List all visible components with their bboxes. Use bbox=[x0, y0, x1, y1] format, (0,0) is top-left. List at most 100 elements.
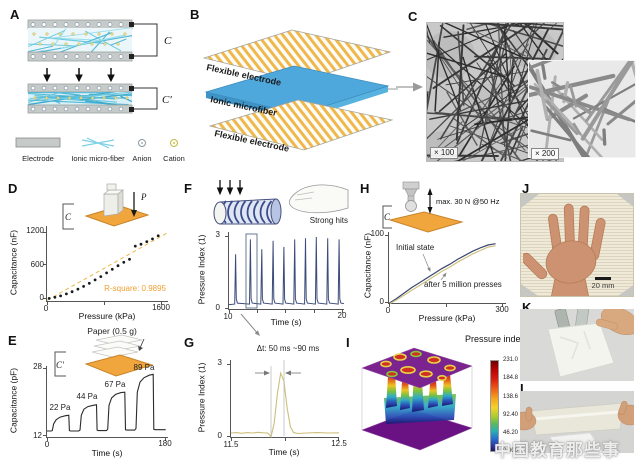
fabric-pouch bbox=[547, 322, 615, 378]
hitting-inset: Strong hits bbox=[213, 180, 349, 225]
pressure-map-3d bbox=[361, 347, 473, 451]
colorbar-title: Pressure index bbox=[464, 334, 526, 344]
plot-g bbox=[227, 360, 339, 441]
max-force-label: max. 30 N @50 Hz bbox=[436, 197, 500, 206]
sensor-schematic-diagram: C C' bbox=[15, 19, 185, 163]
panel-label-k: K bbox=[522, 300, 532, 315]
yaxis-label-f: Pressure Index (1) bbox=[196, 234, 207, 305]
ytick: 600 bbox=[30, 260, 44, 269]
panel-label-g: G bbox=[184, 335, 195, 350]
pressure-symbol: P bbox=[140, 192, 147, 202]
arrow-right-icon bbox=[264, 370, 270, 376]
inset-capacitance-symbol: C bbox=[384, 212, 391, 222]
ytick: 3 bbox=[217, 358, 222, 367]
watermark-text: 中国教育那些事 bbox=[494, 441, 620, 460]
panel-label-j: J bbox=[522, 181, 530, 196]
cation-dots bbox=[32, 32, 127, 36]
updown-arrow-icon bbox=[427, 188, 433, 214]
plot-h bbox=[385, 232, 506, 307]
series-label-initial: Initial state bbox=[396, 243, 435, 252]
pointer-arrow-icon bbox=[396, 82, 423, 92]
film-highlight bbox=[533, 410, 619, 421]
chart-h-durability bbox=[389, 243, 496, 304]
panel-label-i: I bbox=[346, 335, 350, 350]
folded-sensor-photo bbox=[520, 309, 634, 381]
fiber-band-pressed bbox=[28, 92, 132, 105]
xtick: 0 bbox=[44, 440, 50, 449]
capacitance-symbol: C bbox=[164, 35, 172, 47]
stretched-film-illustration bbox=[520, 400, 634, 453]
legend-anion-label: Anion bbox=[132, 154, 151, 163]
ytick: 28 bbox=[33, 362, 42, 371]
colorbar-tick: 46.20 bbox=[503, 430, 519, 436]
panel-label-f: F bbox=[184, 181, 192, 196]
press-arrows-icon bbox=[43, 68, 115, 83]
series-pointer-overlay bbox=[422, 253, 447, 281]
circuit-wire bbox=[132, 87, 158, 110]
panel-label-e: E bbox=[8, 333, 17, 348]
contour-blobs bbox=[380, 350, 456, 381]
photo-corner-shading bbox=[521, 194, 633, 296]
paper-stack bbox=[91, 334, 143, 358]
step-label-44pa: 44 Pa bbox=[76, 392, 98, 401]
schematic-legend: Electrode Ionic micro-fiber Anion Cation bbox=[15, 137, 185, 163]
panel-label-c: C bbox=[408, 9, 418, 24]
magnification-tag-200x: × 200 bbox=[531, 148, 560, 161]
ytick: 0 bbox=[39, 293, 44, 302]
xtick: 12.5 bbox=[331, 439, 347, 448]
xtick: 0 bbox=[43, 304, 49, 313]
stretched-film-photo bbox=[520, 391, 634, 453]
fiber-band-top bbox=[28, 28, 132, 53]
zoom-region-box bbox=[245, 233, 258, 309]
drop-arrow-icon bbox=[139, 338, 145, 349]
magnification-tag-100x: × 100 bbox=[430, 147, 459, 160]
cation-dots bbox=[38, 42, 120, 46]
ytick: 0 bbox=[217, 431, 222, 440]
colorbar-tick: 138.6 bbox=[503, 394, 519, 400]
pointer-arrow-icon bbox=[427, 267, 431, 272]
colorbar bbox=[490, 360, 499, 452]
yaxis-label-g: Pressure Index (1) bbox=[196, 362, 207, 433]
zoom-callout-arrow-icon bbox=[240, 313, 260, 336]
circuit-wire bbox=[132, 23, 158, 57]
piston-icon bbox=[402, 181, 420, 212]
ytick: 0 bbox=[379, 297, 384, 306]
paper-weight-inset: Paper (0.5 g) C' bbox=[54, 326, 154, 377]
xaxis-label-h: Pressure (kPa) bbox=[418, 313, 476, 323]
xtick: 20 bbox=[337, 311, 347, 320]
chart-f-spike-train bbox=[229, 236, 344, 306]
device-initial: C bbox=[27, 19, 172, 62]
xaxis-label-d: Pressure (kPa) bbox=[78, 311, 136, 321]
device-pressed: C' bbox=[27, 83, 172, 114]
folded-sensor-illustration bbox=[547, 309, 634, 378]
hand-icon bbox=[617, 400, 634, 426]
series-label-after: after 5 million presses bbox=[424, 280, 502, 289]
hand-on-sensor-photo: 20 mm bbox=[520, 193, 634, 297]
fiber-roll bbox=[213, 198, 282, 225]
colorbar-tick: 92.40 bbox=[503, 412, 519, 418]
electrode-swatch bbox=[15, 137, 61, 148]
ytick: 3 bbox=[215, 230, 220, 239]
highlight-box-overlay bbox=[245, 233, 258, 309]
weight-press-inset: C P bbox=[62, 183, 150, 230]
scale-bar bbox=[595, 277, 611, 280]
ytick: 1200 bbox=[26, 226, 44, 235]
fiber-swatch bbox=[81, 137, 115, 149]
legend-electrode-label: Electrode bbox=[22, 154, 54, 163]
legend-cation-label: Cation bbox=[163, 154, 185, 163]
ytick: 0 bbox=[215, 303, 220, 312]
chart-e-capacitance-vs-time bbox=[47, 373, 166, 432]
panel-label-d: D bbox=[8, 181, 18, 196]
delta-t-annotation: Δt: 50 ms ~90 ms bbox=[256, 344, 320, 353]
xaxis-label-f: Time (s) bbox=[270, 317, 302, 327]
r-square-annotation: R-square: 0.9895 bbox=[104, 284, 166, 293]
legend-fiber-label: Ionic micro-fiber bbox=[71, 154, 125, 163]
yaxis-label-e: Capacitance (pF) bbox=[8, 367, 19, 434]
delta-t-guides-overlay bbox=[255, 360, 301, 436]
hit-arrows-icon bbox=[216, 180, 244, 196]
arrow-left-icon bbox=[285, 370, 291, 376]
xtick: 1600 bbox=[152, 303, 170, 312]
plot-d: R-square: 0.9895 bbox=[43, 226, 168, 305]
transparent-film bbox=[529, 402, 625, 436]
